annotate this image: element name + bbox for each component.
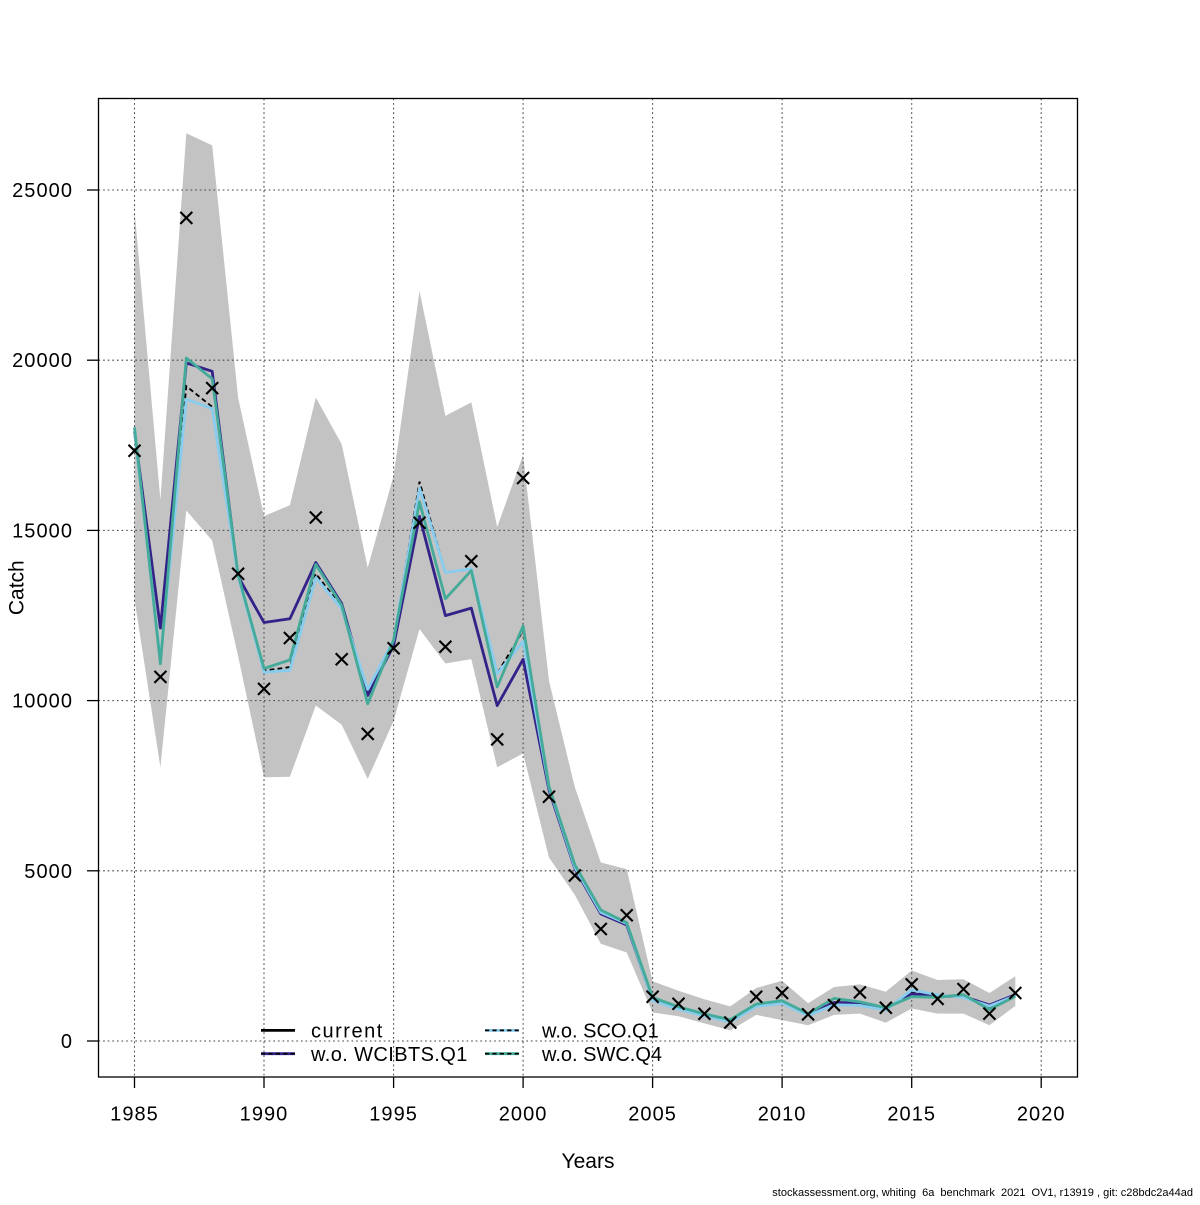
- svg-text:0: 0: [61, 1031, 73, 1053]
- svg-text:10000: 10000: [12, 691, 73, 713]
- svg-text:2005: 2005: [628, 1104, 677, 1126]
- svg-text:2010: 2010: [758, 1104, 807, 1126]
- svg-text:Catch: Catch: [6, 560, 29, 615]
- svg-text:15000: 15000: [12, 520, 73, 542]
- svg-text:2015: 2015: [887, 1104, 936, 1126]
- svg-text:20000: 20000: [12, 350, 73, 372]
- svg-text:25000: 25000: [12, 180, 73, 202]
- svg-text:1990: 1990: [240, 1104, 289, 1126]
- svg-text:stockassessment.org, whiting: stockassessment.org, whiting 6a benchmar…: [772, 1187, 1193, 1199]
- svg-text:w.o. WCIBTS.Q1: w.o. WCIBTS.Q1: [310, 1044, 468, 1066]
- svg-text:w.o. SWC.Q4: w.o. SWC.Q4: [541, 1044, 662, 1066]
- svg-text:w.o. SCO.Q1: w.o. SCO.Q1: [541, 1021, 659, 1043]
- svg-text:2000: 2000: [499, 1104, 548, 1126]
- svg-text:current: current: [311, 1021, 384, 1043]
- svg-text:2020: 2020: [1017, 1104, 1066, 1126]
- svg-text:5000: 5000: [24, 861, 73, 883]
- svg-text:1995: 1995: [369, 1104, 418, 1126]
- svg-text:Years: Years: [562, 1150, 615, 1173]
- svg-text:1985: 1985: [110, 1104, 159, 1126]
